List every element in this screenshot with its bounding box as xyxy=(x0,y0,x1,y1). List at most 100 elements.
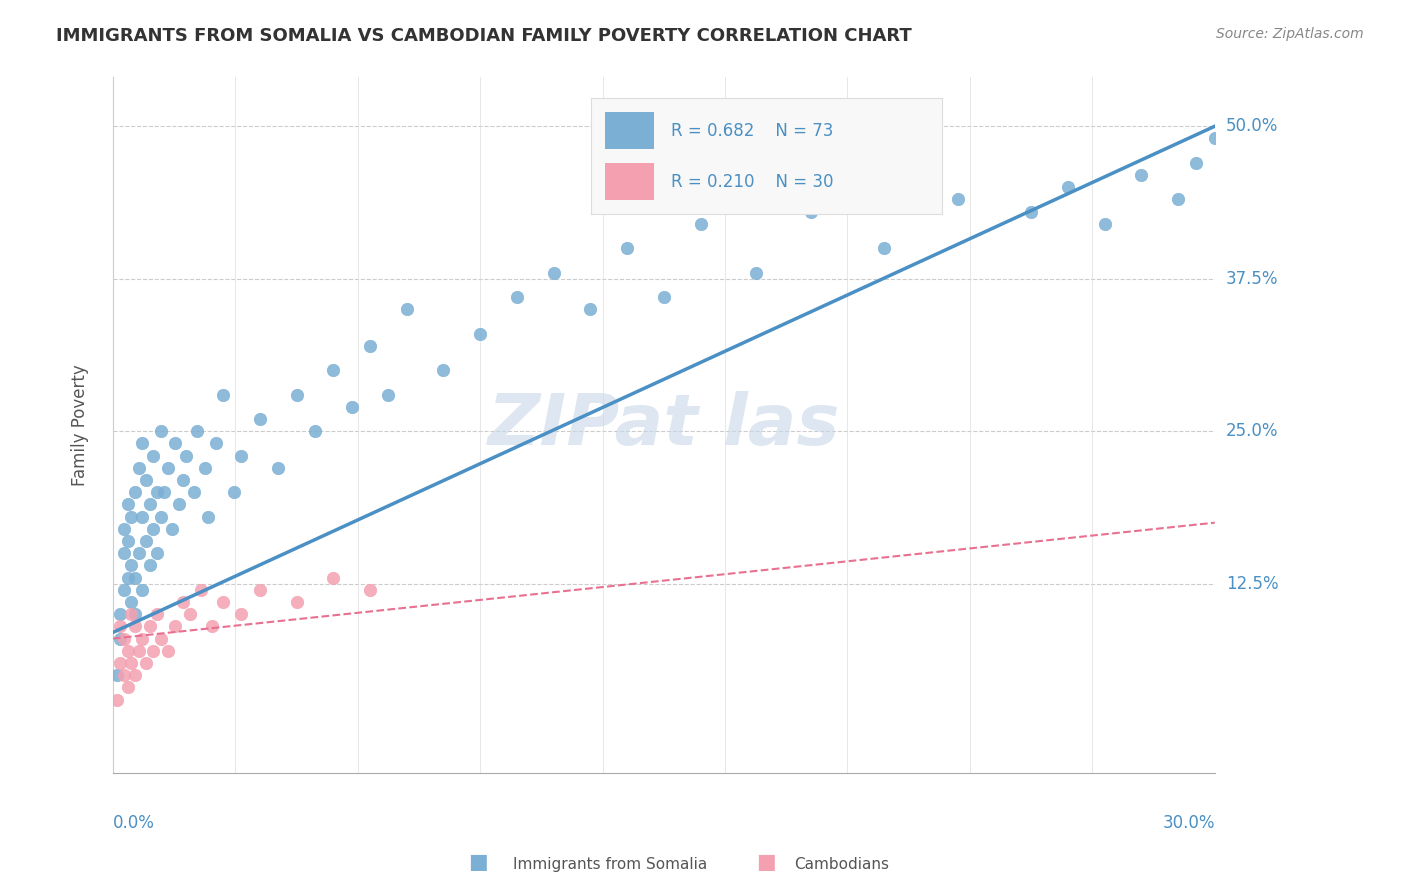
Point xyxy=(146,546,169,560)
Point xyxy=(231,449,253,463)
Text: 37.5%: 37.5% xyxy=(1226,269,1278,288)
Point xyxy=(120,595,142,609)
Point xyxy=(359,339,381,353)
Point xyxy=(160,522,183,536)
Point xyxy=(186,424,208,438)
Point xyxy=(131,582,153,597)
Point xyxy=(142,449,165,463)
Point xyxy=(108,607,131,622)
Point xyxy=(800,204,823,219)
Point xyxy=(322,363,344,377)
Point xyxy=(105,668,128,682)
Point xyxy=(579,302,602,317)
Point xyxy=(377,387,399,401)
Point xyxy=(1019,204,1042,219)
Point xyxy=(135,533,157,548)
Point xyxy=(117,681,139,695)
Point xyxy=(470,326,492,341)
Point xyxy=(117,644,139,658)
Point xyxy=(131,632,153,646)
Point xyxy=(1204,131,1226,145)
Point xyxy=(131,436,153,450)
Point xyxy=(131,509,153,524)
Point xyxy=(194,460,217,475)
Text: 12.5%: 12.5% xyxy=(1226,574,1278,592)
Bar xyxy=(605,163,654,200)
Text: Immigrants from Somalia: Immigrants from Somalia xyxy=(513,857,707,872)
Text: ■: ■ xyxy=(468,853,488,872)
Point xyxy=(176,449,198,463)
Point xyxy=(146,485,169,500)
Point xyxy=(179,607,201,622)
Point xyxy=(117,533,139,548)
Point xyxy=(285,595,308,609)
Point xyxy=(190,582,212,597)
Point xyxy=(128,644,150,658)
Point xyxy=(112,522,135,536)
Point xyxy=(117,570,139,584)
Text: Cambodians: Cambodians xyxy=(794,857,890,872)
Point xyxy=(322,570,344,584)
Point xyxy=(135,656,157,670)
Point xyxy=(112,668,135,682)
Point xyxy=(135,473,157,487)
Point xyxy=(204,436,226,450)
Point xyxy=(359,582,381,597)
Text: 30.0%: 30.0% xyxy=(1163,814,1215,832)
Point xyxy=(138,497,160,511)
Point xyxy=(112,582,135,597)
Point xyxy=(112,632,135,646)
Point xyxy=(142,644,165,658)
Point xyxy=(149,424,172,438)
Point xyxy=(120,656,142,670)
Point xyxy=(124,607,146,622)
Point xyxy=(1130,168,1153,182)
Y-axis label: Family Poverty: Family Poverty xyxy=(72,364,89,486)
Point xyxy=(395,302,418,317)
Point xyxy=(124,619,146,633)
Point xyxy=(249,412,271,426)
Point xyxy=(506,290,529,304)
Point xyxy=(156,460,179,475)
Text: ■: ■ xyxy=(756,853,776,872)
Point xyxy=(222,485,245,500)
Point xyxy=(165,619,187,633)
Point xyxy=(201,619,224,633)
Point xyxy=(212,595,235,609)
Point xyxy=(120,509,142,524)
Point xyxy=(946,193,969,207)
Point xyxy=(156,644,179,658)
Text: IMMIGRANTS FROM SOMALIA VS CAMBODIAN FAMILY POVERTY CORRELATION CHART: IMMIGRANTS FROM SOMALIA VS CAMBODIAN FAM… xyxy=(56,27,912,45)
Point xyxy=(108,632,131,646)
Text: Source: ZipAtlas.com: Source: ZipAtlas.com xyxy=(1216,27,1364,41)
Point xyxy=(340,400,363,414)
Point xyxy=(128,546,150,560)
Point xyxy=(543,266,565,280)
Bar xyxy=(605,112,654,149)
Text: R = 0.210    N = 30: R = 0.210 N = 30 xyxy=(672,173,834,191)
Point xyxy=(432,363,454,377)
Point xyxy=(108,656,131,670)
Point xyxy=(1057,180,1080,194)
Point xyxy=(165,436,187,450)
Point xyxy=(1094,217,1116,231)
Point xyxy=(120,607,142,622)
Point xyxy=(153,485,176,500)
Point xyxy=(172,595,194,609)
Point xyxy=(249,582,271,597)
Text: R = 0.682    N = 73: R = 0.682 N = 73 xyxy=(672,121,834,139)
Point xyxy=(124,485,146,500)
Point xyxy=(146,607,169,622)
Point xyxy=(744,266,766,280)
Point xyxy=(689,217,711,231)
Text: 0.0%: 0.0% xyxy=(112,814,155,832)
Point xyxy=(652,290,675,304)
Point xyxy=(142,522,165,536)
Point xyxy=(285,387,308,401)
Point xyxy=(267,460,290,475)
Point xyxy=(117,497,139,511)
Point xyxy=(1167,193,1189,207)
Point xyxy=(1185,156,1208,170)
Point xyxy=(108,619,131,633)
Point xyxy=(167,497,190,511)
